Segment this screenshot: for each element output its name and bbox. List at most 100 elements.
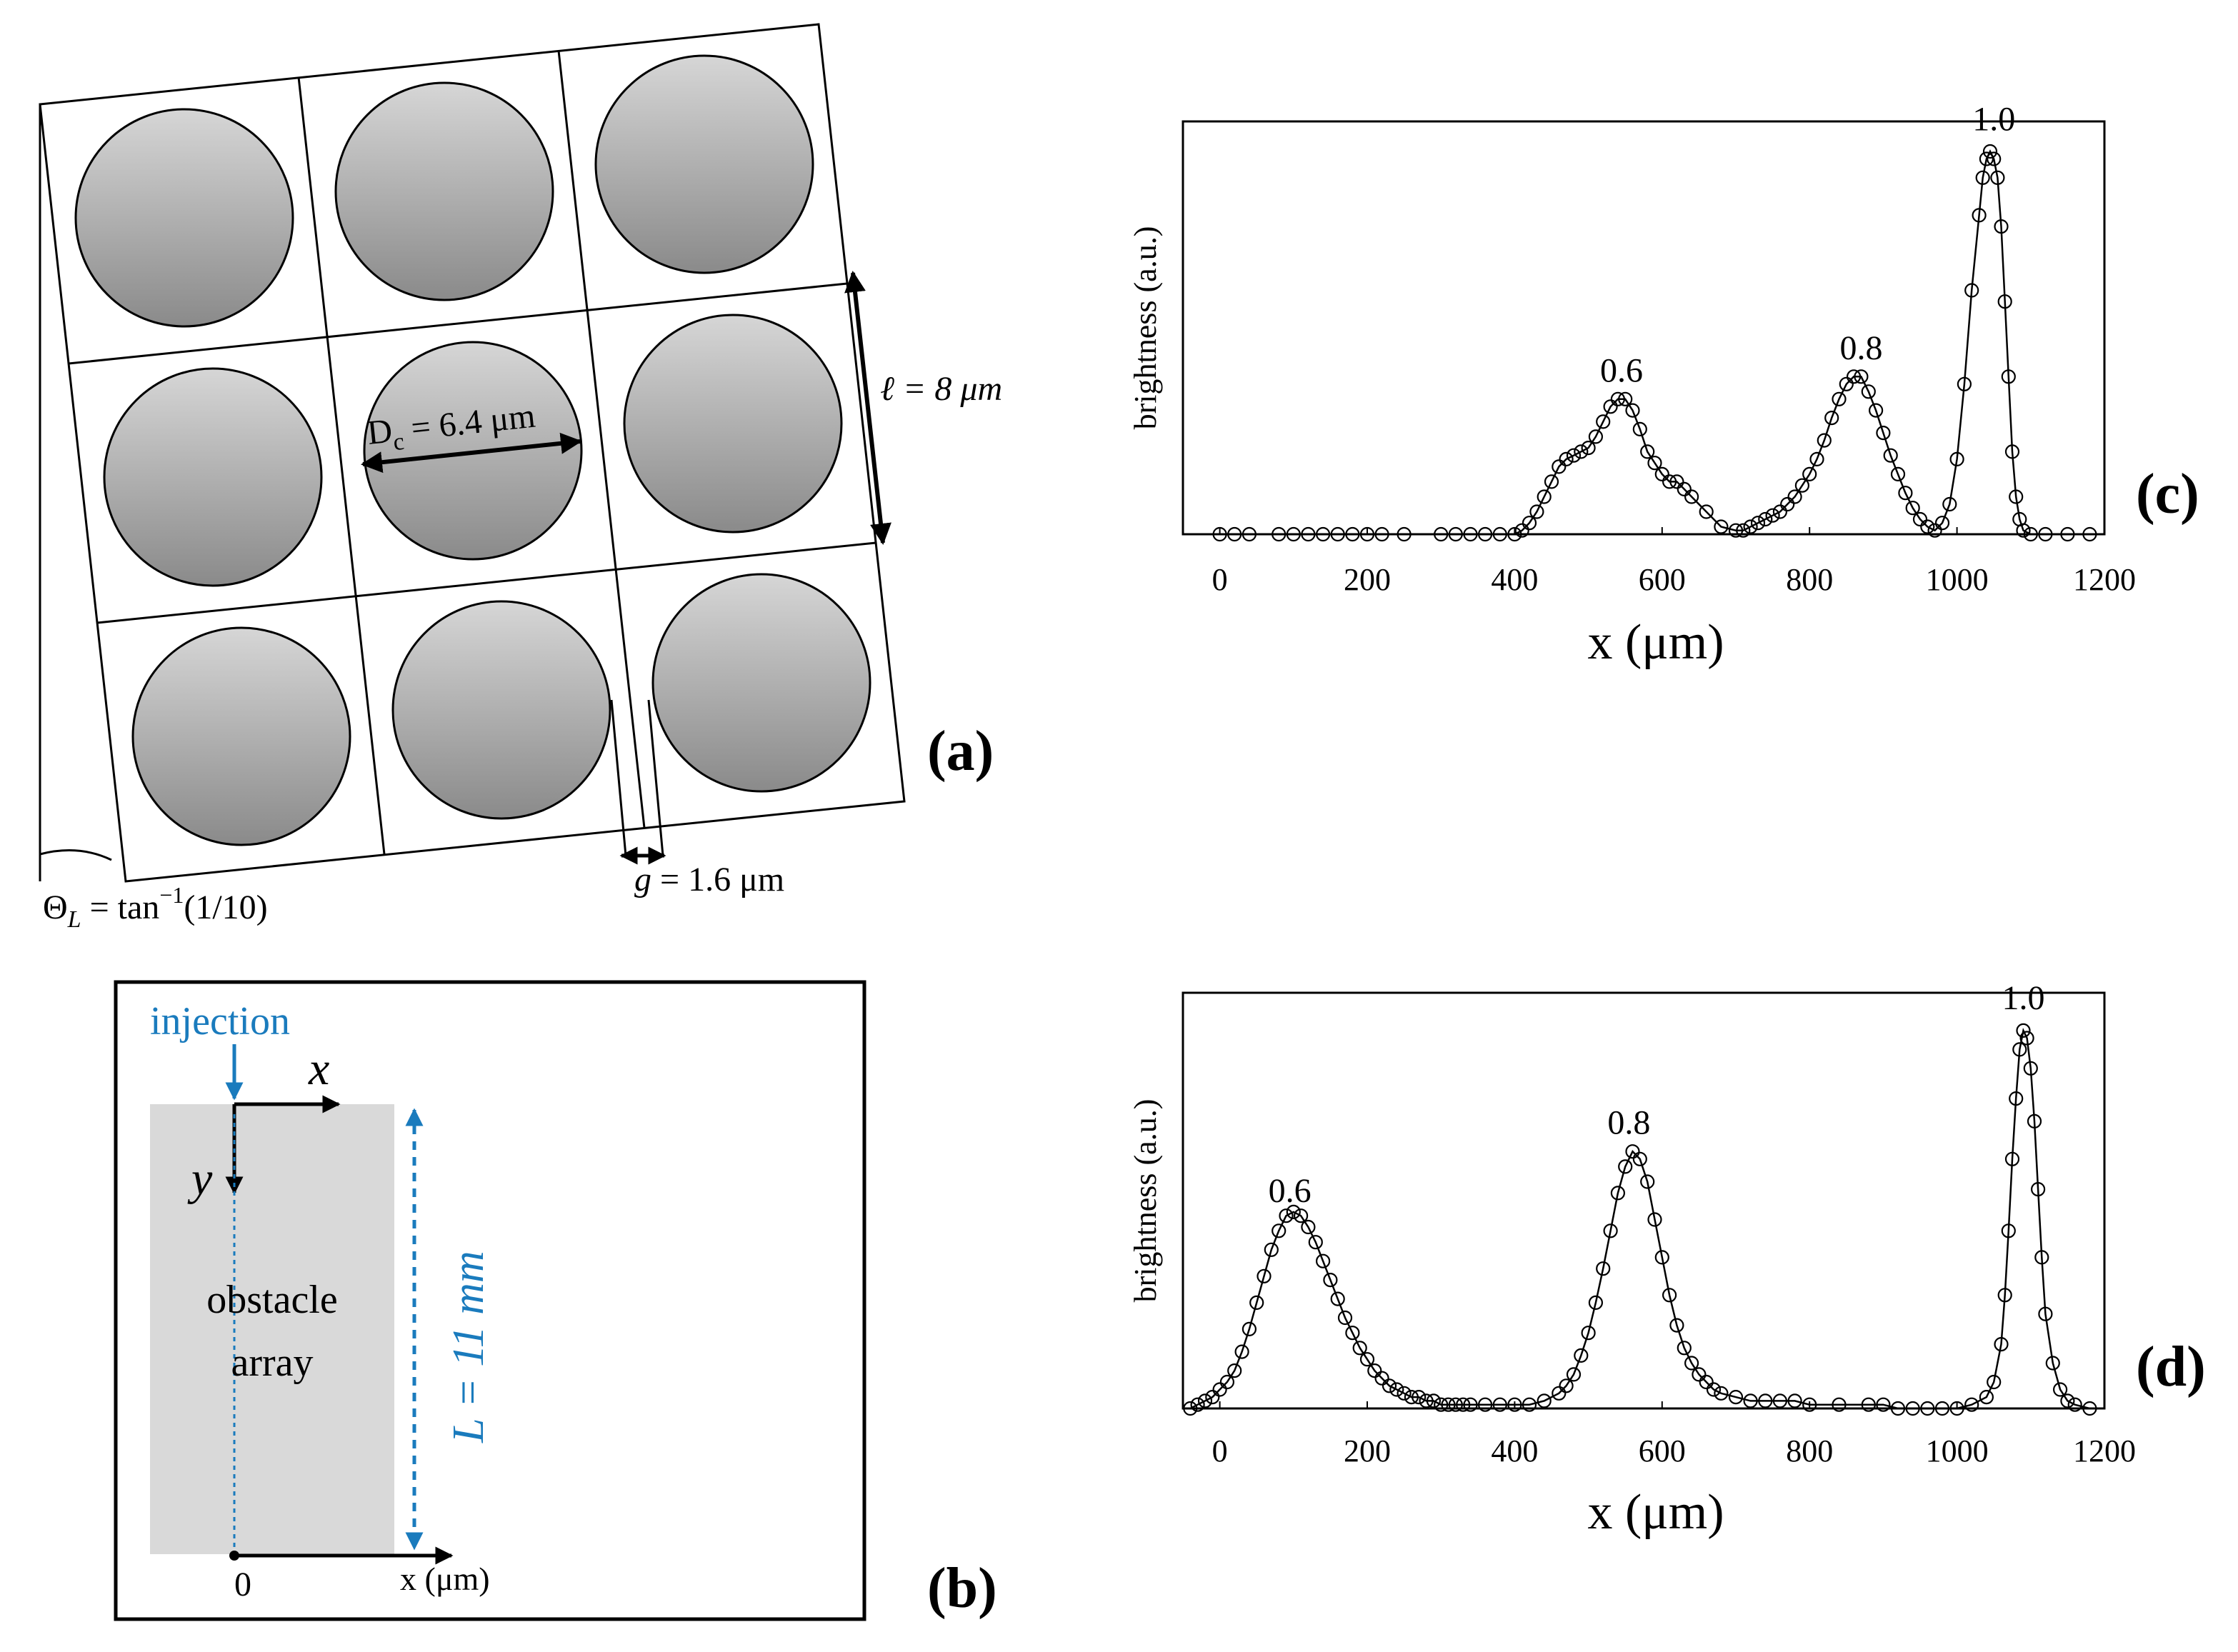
data-point [1397, 1386, 1412, 1401]
x-axis-title: x (μm) [1587, 615, 1724, 670]
data-point [1279, 1208, 1294, 1223]
data-point [2023, 1061, 2038, 1076]
data-point [1537, 1393, 1552, 1408]
data-point [1654, 466, 1669, 482]
axis-x-label: x [308, 1043, 329, 1095]
data-point [1352, 1341, 1367, 1356]
data-point [1183, 1401, 1198, 1416]
data-point [1507, 1397, 1522, 1412]
data-point [2023, 526, 2038, 542]
data-point [1699, 1374, 1714, 1390]
data-point [1787, 1393, 1802, 1408]
data-point [2012, 1042, 2027, 1057]
series-line [1219, 149, 2090, 536]
data-point [1610, 1186, 1625, 1201]
data-point [1242, 1321, 1257, 1337]
tick-group: 0 200 400 600 800 1000 1200 [1212, 1401, 2136, 1468]
data-point [1743, 1393, 1758, 1408]
data-point [1990, 170, 2005, 185]
panel-a: Dc = 6.4 μm ℓ = 8 μm g = 1.6 μm ΘL = tan… [39, 23, 1002, 933]
x-tick-label: 600 [1639, 562, 1686, 597]
data-point [1772, 1393, 1787, 1408]
data-point [1596, 414, 1611, 429]
data-point [1537, 489, 1552, 504]
data-point [1205, 1389, 1220, 1405]
panel-b-frame [114, 980, 866, 1621]
data-point [1898, 486, 1913, 501]
data-point [1434, 526, 1449, 542]
x-tick-label: 0 [1212, 562, 1228, 597]
data-point [1301, 1219, 1316, 1235]
data-point [1890, 466, 1906, 482]
data-point [1942, 496, 1957, 512]
diameter-arrow [361, 432, 582, 474]
data-point [1522, 1397, 1537, 1412]
chart-d: 0 200 400 600 800 1000 1200 0.6 0.8 1.0 x (μm) b… [1128, 979, 2206, 1540]
data-point [1301, 526, 1316, 542]
data-point [1359, 1352, 1375, 1367]
data-point [1581, 440, 1596, 456]
data-point [1964, 283, 1979, 298]
post-circle [74, 108, 294, 328]
data-point [1869, 403, 1884, 418]
data-point [1949, 451, 1964, 467]
data-point [1662, 474, 1677, 489]
data-point [1824, 410, 1839, 426]
data-point [1448, 1397, 1463, 1412]
data-point [1640, 444, 1655, 459]
chart-c: 0 200 400 600 800 1000 1200 0.6 0.8 1.0 x (μm) b… [1128, 100, 2199, 670]
grid-line-h2 [96, 541, 876, 624]
data-point [1839, 376, 1854, 391]
x-tick-label: 600 [1639, 1433, 1686, 1468]
data-point [1912, 511, 1928, 527]
data-point [1219, 1374, 1235, 1390]
data-point [1559, 451, 1574, 467]
data-point [1618, 1159, 1633, 1174]
data-point [1780, 496, 1795, 512]
data-point [1750, 516, 1766, 531]
data-point [1272, 1223, 1287, 1238]
data-point [1684, 1356, 1699, 1371]
data-point [1492, 1397, 1507, 1412]
data-point [1765, 508, 1780, 523]
data-point [1982, 144, 1998, 159]
x-tick-label: 800 [1786, 1433, 1833, 1468]
x-tick-label: 400 [1491, 562, 1538, 597]
post-circle [651, 573, 871, 793]
post-circle [334, 81, 554, 301]
data-point [1345, 1326, 1360, 1341]
data-point [1957, 376, 1972, 391]
data-point [1802, 1397, 1817, 1412]
data-point [1625, 403, 1640, 418]
y-axis-title: brightness (a.u.) [1128, 1099, 1163, 1303]
data-point [1728, 1389, 1744, 1405]
data-point [1890, 1401, 1906, 1416]
data-point [1669, 474, 1684, 489]
data-point [1330, 1291, 1345, 1306]
data-point [1743, 519, 1758, 534]
obstacle-label: obstacle [206, 1278, 337, 1322]
tick-group: 0 200 400 600 800 1000 1200 [1212, 527, 2136, 597]
data-point [1714, 519, 1729, 534]
data-point [1463, 1397, 1478, 1412]
data-point [1257, 1268, 1272, 1283]
data-point [1997, 1288, 2012, 1303]
data-point [1603, 1223, 1618, 1238]
x-tick-label: 800 [1786, 562, 1833, 597]
data-point [1264, 1242, 1279, 1257]
peak-label: 1.0 [2002, 979, 2044, 1017]
data-point [1706, 1382, 1722, 1397]
post-circle [623, 314, 843, 534]
data-point [1552, 1386, 1567, 1401]
post-circle [103, 367, 323, 587]
data-point [2082, 1401, 2097, 1416]
panel-label-a: (a) [927, 720, 994, 783]
data-point [1677, 481, 1692, 497]
data-point [1987, 1374, 2002, 1390]
data-point [2038, 1306, 2053, 1321]
x-tick-label: 1000 [1926, 1433, 1989, 1468]
data-point [1654, 1250, 1669, 1265]
axis-y-label: y [187, 1153, 213, 1205]
x-unit-label: x (μm) [400, 1561, 490, 1597]
data-point [1618, 391, 1633, 406]
